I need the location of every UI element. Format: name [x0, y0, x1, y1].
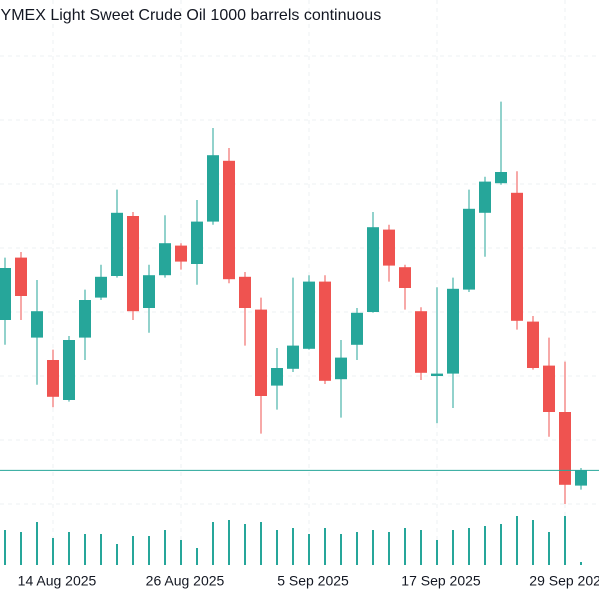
- candle-body: [511, 192, 523, 321]
- volume-bar: [500, 524, 502, 565]
- x-tick-label: 26 Aug 2025: [146, 573, 225, 589]
- candle-body: [31, 311, 43, 338]
- candle-body: [495, 172, 507, 184]
- volume-bar: [164, 530, 166, 565]
- volume-bar: [484, 526, 486, 565]
- volume-bar: [516, 516, 518, 565]
- candle-body: [543, 365, 555, 412]
- volume-bar: [36, 522, 38, 565]
- candle-body: [79, 300, 91, 338]
- volume-bar: [244, 524, 246, 565]
- candle-body: [239, 276, 251, 308]
- volume-bar: [212, 522, 214, 565]
- volume-bar: [228, 520, 230, 565]
- volume-bar: [420, 530, 422, 565]
- x-tick-label: 14 Aug 2025: [18, 573, 97, 589]
- candle-body: [127, 216, 139, 312]
- volume-bar: [468, 528, 470, 565]
- candle-body: [143, 275, 155, 308]
- candle-body: [383, 229, 395, 266]
- volume-bar: [308, 534, 310, 565]
- candle-body: [367, 227, 379, 312]
- candle-body: [351, 312, 363, 345]
- candle-body: [303, 281, 315, 349]
- candle-body: [575, 470, 587, 486]
- volume-bar: [340, 534, 342, 565]
- volume-bar: [4, 530, 6, 565]
- volume-bar: [260, 522, 262, 565]
- candle-body: [335, 357, 347, 380]
- volume-bar: [84, 534, 86, 565]
- candle-body: [15, 257, 27, 296]
- candle-body: [111, 212, 123, 276]
- candle-body: [191, 221, 203, 264]
- candle-body: [271, 368, 283, 386]
- candle-body: [175, 245, 187, 262]
- volume-bar: [100, 534, 102, 565]
- volume-bar: [372, 530, 374, 565]
- volume-bar: [548, 532, 550, 565]
- volume-bar: [68, 532, 70, 565]
- candle-body: [447, 288, 459, 374]
- volume-bar: [532, 520, 534, 565]
- candle-body: [159, 243, 171, 276]
- volume-bar: [20, 532, 22, 565]
- candle-body: [479, 181, 491, 213]
- volume-bar: [452, 530, 454, 565]
- volume-bar: [436, 540, 438, 565]
- candle-body: [431, 373, 443, 376]
- volume-bar: [564, 516, 566, 565]
- candle-body: [415, 311, 427, 373]
- x-tick-label: 29 Sep 2025: [529, 573, 599, 589]
- candle-body: [223, 160, 235, 280]
- candle-body: [527, 321, 539, 368]
- volume-bar: [276, 530, 278, 565]
- x-tick-label: 5 Sep 2025: [277, 573, 349, 589]
- volume-bar: [404, 528, 406, 565]
- volume-bar: [580, 562, 582, 565]
- candle-body: [559, 412, 571, 485]
- candle-body: [319, 281, 331, 381]
- x-tick-label: 17 Sep 2025: [401, 573, 481, 589]
- volume-bar: [148, 536, 150, 565]
- candle-body: [95, 276, 107, 298]
- candle-body: [399, 267, 411, 288]
- volume-bar: [388, 532, 390, 565]
- candle-body: [0, 268, 11, 320]
- candle-body: [287, 345, 299, 369]
- volume-bar: [52, 538, 54, 565]
- candle-body: [63, 340, 75, 400]
- volume-bar: [116, 544, 118, 565]
- candle-body: [463, 208, 475, 290]
- volume-bar: [292, 528, 294, 565]
- volume-bar: [356, 532, 358, 565]
- volume-bar: [324, 528, 326, 565]
- volume-bar: [180, 540, 182, 565]
- candle-body: [207, 155, 219, 222]
- volume-bar: [196, 548, 198, 565]
- candle-body: [255, 309, 267, 396]
- volume-bar: [132, 536, 134, 565]
- candle-body: [47, 360, 59, 397]
- chart-title: NYMEX Light Sweet Crude Oil 1000 barrels…: [0, 7, 381, 24]
